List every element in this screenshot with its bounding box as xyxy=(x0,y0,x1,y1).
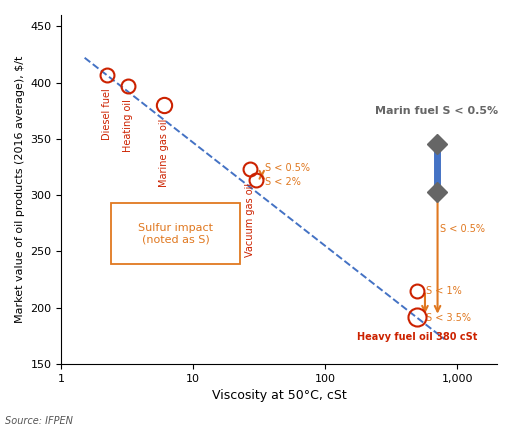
Text: Marine gas oil: Marine gas oil xyxy=(159,119,169,187)
X-axis label: Viscosity at 50°C, cSt: Viscosity at 50°C, cSt xyxy=(212,389,347,402)
Text: Heavy fuel oil 380 cSt: Heavy fuel oil 380 cSt xyxy=(357,332,478,342)
Text: S < 0.5%: S < 0.5% xyxy=(265,163,310,173)
Text: Heating oil: Heating oil xyxy=(123,99,133,152)
Y-axis label: Market value of oil products (2016 average), $/t: Market value of oil products (2016 avera… xyxy=(15,56,25,323)
Text: Sulfur impact
(noted as S): Sulfur impact (noted as S) xyxy=(138,223,213,245)
Text: Diesel fuel: Diesel fuel xyxy=(102,88,111,140)
Text: Vacuum gas oil: Vacuum gas oil xyxy=(245,183,255,257)
Text: S < 3.5%: S < 3.5% xyxy=(426,313,471,322)
Text: S < 1%: S < 1% xyxy=(426,286,462,296)
Text: Marin fuel S < 0.5%: Marin fuel S < 0.5% xyxy=(375,106,498,116)
Text: S < 0.5%: S < 0.5% xyxy=(440,224,485,234)
Text: S < 2%: S < 2% xyxy=(265,177,301,187)
Text: Source: IFPEN: Source: IFPEN xyxy=(5,416,73,426)
